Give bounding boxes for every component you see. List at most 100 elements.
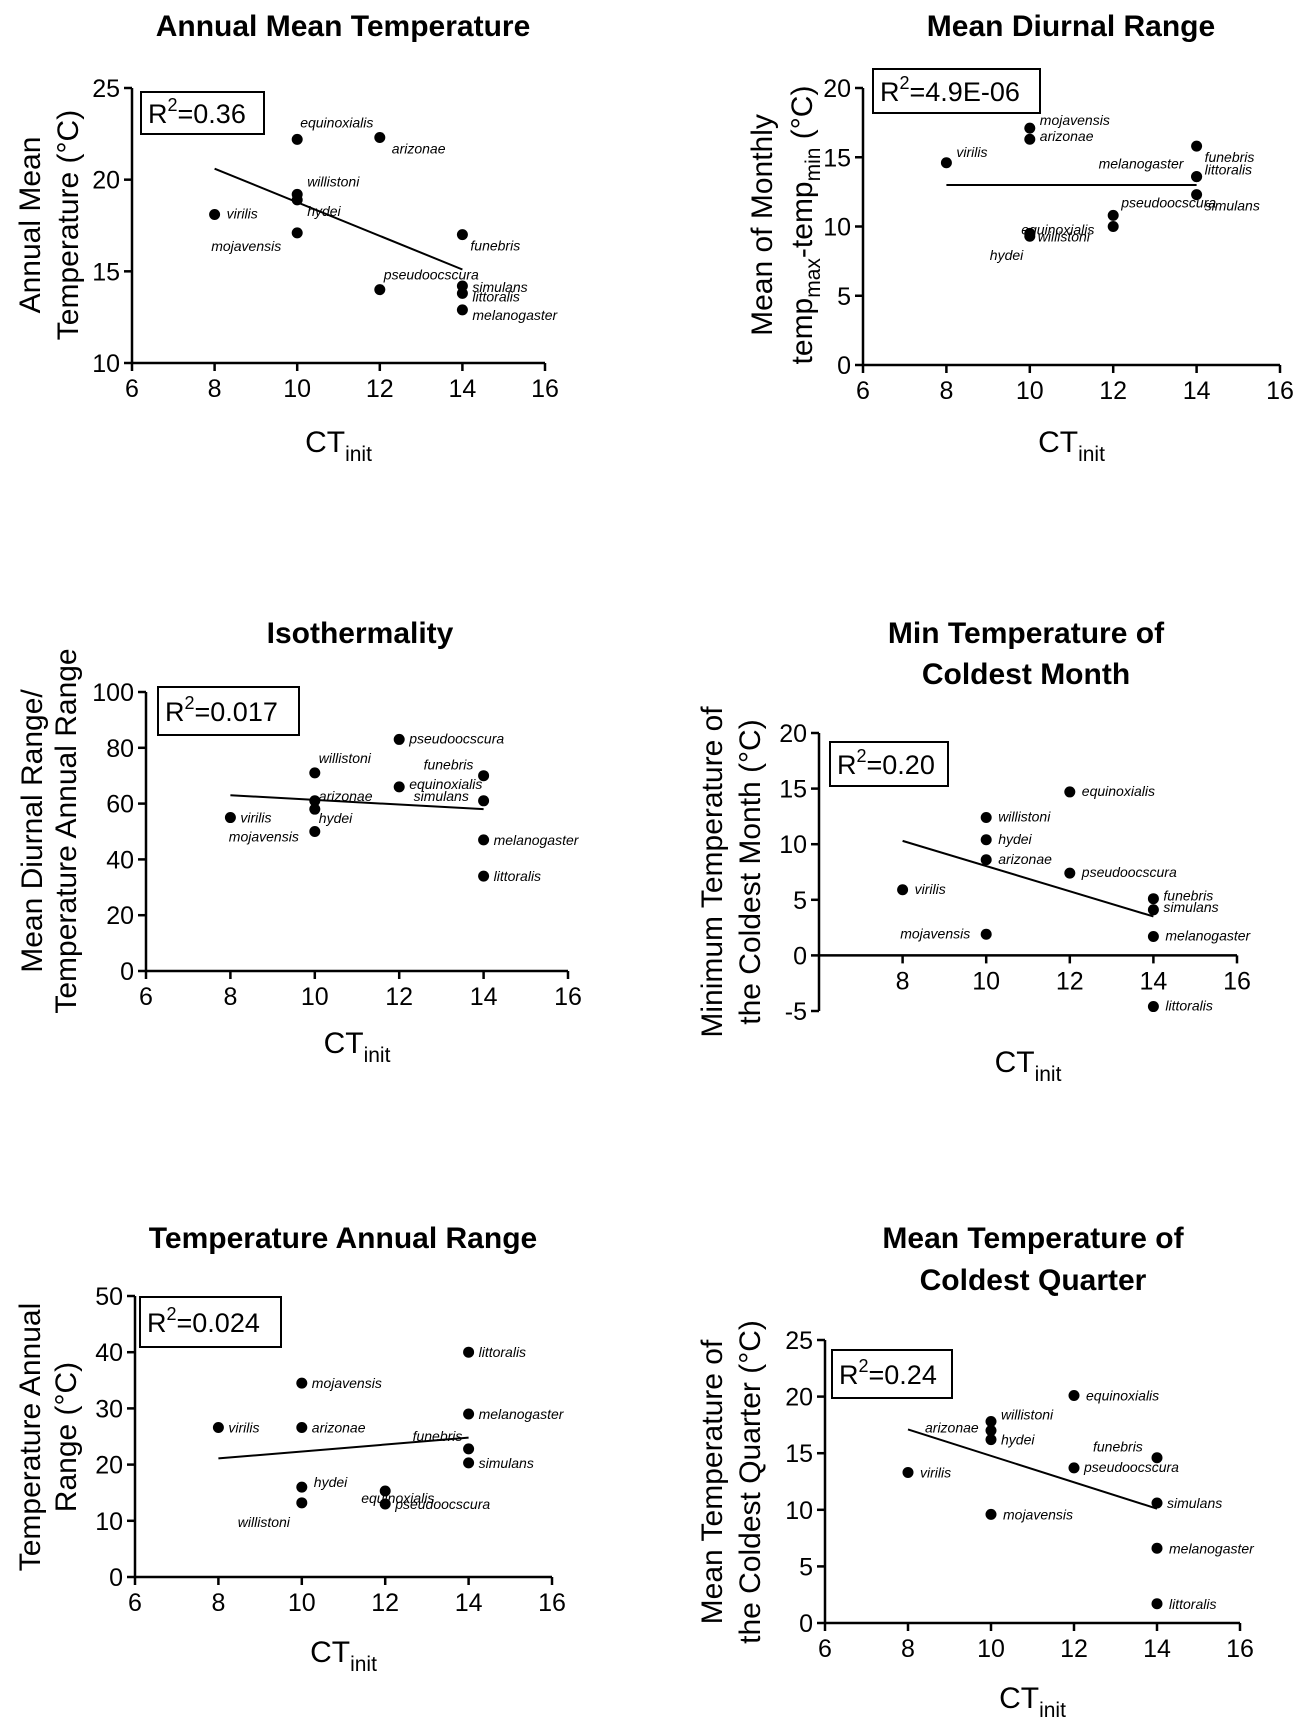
species-label-funebris: funebris <box>470 238 520 254</box>
r-squared-label: R2=0.20 <box>837 746 935 780</box>
x-tick-label: 16 <box>554 983 582 1011</box>
scatter-panel-1: Annual Mean Temperature 6 8 10 12 14 16 10 15 20 2… <box>14 10 559 466</box>
species-label-arizonae: arizonae <box>1040 128 1094 144</box>
y-tick-label: 0 <box>793 942 807 970</box>
y-axis-label: Temperature (°C) <box>52 110 85 340</box>
x-tick-label: 10 <box>301 983 329 1011</box>
species-label-arizonae: arizonae <box>392 141 446 157</box>
species-label-equinoxialis: equinoxialis <box>300 114 373 130</box>
data-point-pseudoocscura <box>1068 1462 1080 1474</box>
chart-title: Temperature Annual Range <box>149 1222 537 1255</box>
data-point-mojavensis <box>1024 122 1036 134</box>
species-label-pseudoocscura: pseudoocscura <box>408 730 504 746</box>
y-axis-label: Temperature Annual Range <box>50 648 83 1013</box>
data-point-virilis <box>212 1422 224 1434</box>
data-point-simulans <box>1147 904 1159 916</box>
species-label-willistoni: willistoni <box>307 173 360 189</box>
species-label-mojavensis: mojavensis <box>1040 112 1110 128</box>
species-label-virilis: virilis <box>228 1420 259 1436</box>
data-point-simulans <box>1151 1497 1163 1509</box>
data-point-pseudoocscura <box>1107 209 1119 221</box>
x-tick-label: 14 <box>470 983 498 1011</box>
y-tick-label: 0 <box>837 352 851 380</box>
x-tick-label: 14 <box>1139 967 1167 995</box>
data-point-equinoxialis <box>393 781 405 793</box>
data-point-virilis <box>940 157 952 169</box>
species-label-willistoni: willistoni <box>238 1514 291 1530</box>
x-tick-label: 14 <box>455 1589 483 1617</box>
data-point-pseudoocscura <box>374 284 386 296</box>
species-label-arizonae: arizonae <box>925 1420 979 1436</box>
species-label-arizonae: arizonae <box>312 1420 366 1436</box>
species-label-mojavensis: mojavensis <box>900 925 970 941</box>
scatter-panel-3: Isothermality 6 8 10 12 14 16 0 20 40 60 80 100 CTini… <box>16 617 582 1067</box>
data-point-virilis <box>209 209 221 220</box>
x-axis-label: CTinit <box>999 1682 1066 1718</box>
r-squared-label: R2=0.24 <box>839 1356 937 1390</box>
species-label-hydei: hydei <box>307 203 341 219</box>
chart-title: Annual Mean Temperature <box>156 10 531 43</box>
y-tick-label: 20 <box>785 1384 813 1412</box>
data-point-arizonae <box>296 1422 308 1434</box>
species-label-hydei: hydei <box>990 247 1024 263</box>
data-point-arizonae <box>309 795 321 807</box>
species-label-equinoxialis: equinoxialis <box>1021 222 1094 238</box>
data-point-mojavensis <box>296 1377 308 1389</box>
y-tick-label: 10 <box>95 1508 123 1536</box>
y-tick-label: 40 <box>106 846 134 874</box>
y-tick-label: 10 <box>779 831 807 859</box>
species-label-equinoxialis: equinoxialis <box>409 776 482 792</box>
data-point-funebris <box>1151 1452 1163 1464</box>
r-squared-box <box>140 91 265 135</box>
x-tick-label: 6 <box>125 375 139 403</box>
species-label-mojavensis: mojavensis <box>1003 1506 1073 1522</box>
species-label-equinoxialis: equinoxialis <box>1086 1387 1159 1403</box>
species-label-pseudoocscura: pseudoocscura <box>1081 864 1177 880</box>
y-axis-label: Minimum Temperature of <box>696 706 729 1038</box>
x-tick-label: 14 <box>448 375 476 403</box>
data-point-mojavensis <box>980 928 992 940</box>
species-label-littoralis: littoralis <box>1165 998 1212 1014</box>
y-tick-label: 25 <box>92 75 120 103</box>
r-squared-label: R2=0.36 <box>148 95 246 129</box>
species-label-equinoxialis: equinoxialis <box>361 1490 434 1506</box>
species-label-hydei: hydei <box>319 810 353 826</box>
data-point-melanogaster <box>1147 930 1159 942</box>
regression-line <box>230 794 484 811</box>
species-label-simulans: simulans <box>414 788 469 804</box>
species-label-littoralis: littoralis <box>1169 1596 1216 1612</box>
data-point-arizonae <box>374 132 386 143</box>
regression-line <box>218 1436 469 1460</box>
y-tick-label: 15 <box>785 1440 813 1468</box>
y-tick-label: 10 <box>823 214 851 242</box>
data-point-littoralis <box>463 1346 475 1358</box>
y-tick-label: 20 <box>92 167 120 195</box>
data-point-virilis <box>224 812 236 824</box>
data-point-virilis <box>902 1466 914 1478</box>
species-label-mojavensis: mojavensis <box>211 238 281 254</box>
x-tick-label: 6 <box>139 983 153 1011</box>
data-point-melanogaster <box>456 304 468 316</box>
species-label-hydei: hydei <box>314 1474 348 1490</box>
y-axis-label: the Coldest Month (°C) <box>734 719 767 1024</box>
y-axis-label: Mean Diurnal Range/ <box>16 689 49 973</box>
x-tick-label: 8 <box>896 967 910 995</box>
data-point-willistoni <box>296 1497 308 1509</box>
species-label-hydei: hydei <box>1001 1432 1035 1448</box>
data-point-equinoxialis <box>379 1485 391 1497</box>
data-point-simulans <box>463 1457 475 1469</box>
r-squared-box <box>872 68 1041 114</box>
y-axis-label: Mean of Monthly <box>746 114 779 336</box>
x-tick-label: 16 <box>531 375 559 403</box>
data-point-equinoxialis <box>1068 1389 1080 1401</box>
data-point-hydei <box>980 834 992 846</box>
species-label-melanogaster: melanogaster <box>494 832 580 848</box>
data-point-pseudoocscura <box>1064 867 1076 879</box>
species-label-simulans: simulans <box>1205 198 1260 214</box>
data-point-hydei <box>309 803 321 815</box>
species-label-funebris: funebris <box>413 1428 463 1444</box>
data-point-littoralis <box>1151 1598 1163 1610</box>
species-label-mojavensis: mojavensis <box>229 829 299 845</box>
data-point-arizonae <box>1024 133 1036 145</box>
scatter-panel-2: Mean Diurnal Range 6 8 10 12 14 16 0 5 10 15 20 CTin… <box>746 10 1294 466</box>
